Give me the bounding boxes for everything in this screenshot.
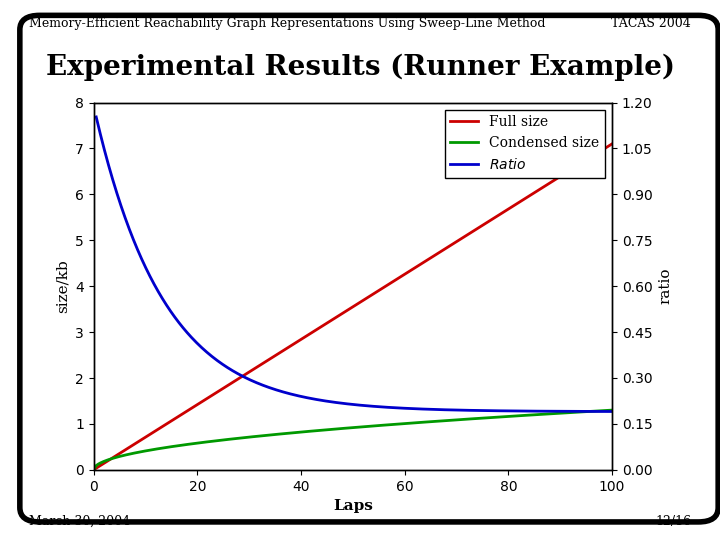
Text: Memory-Efficient Reachability Graph Representations Using Sweep-Line Method: Memory-Efficient Reachability Graph Repr… (29, 17, 545, 30)
Text: 12/16: 12/16 (655, 515, 691, 528)
Y-axis label: size/kb: size/kb (55, 259, 69, 313)
Text: March 30, 2004: March 30, 2004 (29, 515, 130, 528)
Legend: Full size, Condensed size, $\mathit{Ratio}$: Full size, Condensed size, $\mathit{Rati… (445, 110, 605, 178)
Y-axis label: ratio: ratio (658, 268, 672, 305)
X-axis label: Laps: Laps (333, 499, 373, 513)
Text: TACAS 2004: TACAS 2004 (611, 17, 691, 30)
Text: Experimental Results (Runner Example): Experimental Results (Runner Example) (45, 54, 675, 81)
FancyBboxPatch shape (20, 15, 718, 522)
